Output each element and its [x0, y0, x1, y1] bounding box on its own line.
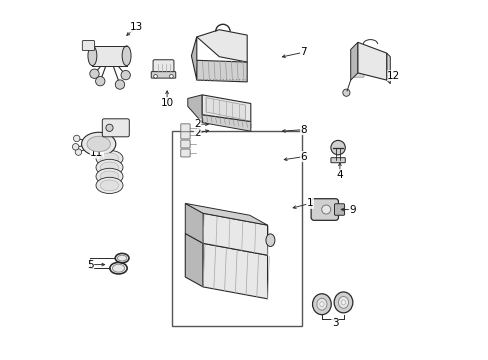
Ellipse shape	[96, 168, 123, 184]
FancyBboxPatch shape	[181, 149, 190, 157]
Text: 2: 2	[194, 119, 201, 129]
Polygon shape	[185, 203, 267, 225]
Text: 2: 2	[194, 128, 201, 138]
Polygon shape	[203, 243, 267, 299]
Circle shape	[121, 71, 130, 80]
Polygon shape	[239, 79, 240, 81]
Polygon shape	[386, 53, 389, 84]
FancyBboxPatch shape	[330, 158, 345, 163]
Bar	[172, 131, 302, 326]
FancyBboxPatch shape	[82, 40, 94, 51]
Text: 10: 10	[160, 98, 173, 108]
Ellipse shape	[333, 292, 352, 313]
Text: 11: 11	[90, 148, 103, 158]
Ellipse shape	[100, 171, 119, 182]
Polygon shape	[202, 95, 250, 121]
Text: 5: 5	[87, 260, 94, 270]
Ellipse shape	[117, 255, 126, 261]
Polygon shape	[245, 79, 246, 81]
Circle shape	[106, 124, 113, 131]
Polygon shape	[196, 79, 198, 81]
Text: 9: 9	[348, 204, 355, 215]
Text: 8: 8	[300, 125, 306, 135]
Text: 7: 7	[300, 47, 306, 57]
FancyBboxPatch shape	[153, 60, 174, 75]
Text: 1: 1	[306, 198, 313, 208]
Polygon shape	[235, 79, 237, 81]
Polygon shape	[242, 79, 243, 81]
Polygon shape	[219, 79, 221, 81]
Ellipse shape	[265, 234, 274, 247]
Circle shape	[95, 76, 105, 86]
Ellipse shape	[122, 46, 131, 66]
Polygon shape	[209, 79, 211, 81]
Text: 13: 13	[130, 22, 143, 32]
Ellipse shape	[112, 264, 124, 272]
Text: 3: 3	[331, 318, 338, 328]
Text: 12: 12	[386, 71, 400, 81]
Circle shape	[72, 144, 79, 150]
Circle shape	[73, 135, 80, 142]
Polygon shape	[185, 233, 203, 287]
Text: 4: 4	[336, 170, 343, 180]
FancyBboxPatch shape	[151, 72, 175, 78]
Polygon shape	[203, 79, 204, 81]
Ellipse shape	[319, 302, 324, 307]
Ellipse shape	[341, 300, 345, 305]
Polygon shape	[196, 60, 247, 82]
Polygon shape	[225, 79, 227, 81]
Polygon shape	[185, 203, 203, 243]
Ellipse shape	[100, 162, 119, 173]
Polygon shape	[205, 98, 245, 120]
Circle shape	[169, 75, 173, 78]
FancyBboxPatch shape	[92, 46, 126, 66]
FancyBboxPatch shape	[334, 204, 344, 215]
Ellipse shape	[81, 132, 116, 156]
FancyBboxPatch shape	[181, 124, 190, 132]
Circle shape	[75, 149, 81, 155]
Circle shape	[342, 89, 349, 96]
Circle shape	[115, 80, 124, 89]
Polygon shape	[357, 42, 386, 80]
Polygon shape	[196, 30, 247, 62]
Polygon shape	[191, 37, 196, 80]
FancyBboxPatch shape	[102, 119, 129, 137]
Circle shape	[153, 75, 157, 78]
Ellipse shape	[96, 150, 123, 166]
FancyBboxPatch shape	[353, 52, 363, 77]
Polygon shape	[232, 79, 233, 81]
Ellipse shape	[100, 153, 119, 164]
Ellipse shape	[88, 46, 97, 66]
Circle shape	[90, 69, 99, 78]
Ellipse shape	[316, 298, 326, 310]
Ellipse shape	[338, 297, 348, 308]
Polygon shape	[200, 79, 201, 81]
Polygon shape	[213, 79, 214, 81]
Ellipse shape	[321, 205, 330, 214]
Ellipse shape	[87, 136, 110, 152]
Polygon shape	[187, 95, 202, 122]
Ellipse shape	[96, 177, 123, 193]
Circle shape	[330, 140, 345, 155]
Polygon shape	[229, 79, 230, 81]
Text: 6: 6	[300, 152, 306, 162]
Polygon shape	[222, 79, 224, 81]
Ellipse shape	[96, 159, 123, 175]
Polygon shape	[203, 213, 267, 255]
Polygon shape	[206, 79, 207, 81]
FancyBboxPatch shape	[181, 140, 190, 148]
Polygon shape	[216, 79, 217, 81]
Polygon shape	[350, 42, 357, 80]
FancyBboxPatch shape	[181, 131, 190, 139]
Ellipse shape	[100, 180, 119, 191]
Ellipse shape	[312, 294, 330, 315]
Polygon shape	[202, 114, 250, 131]
FancyBboxPatch shape	[310, 199, 338, 220]
